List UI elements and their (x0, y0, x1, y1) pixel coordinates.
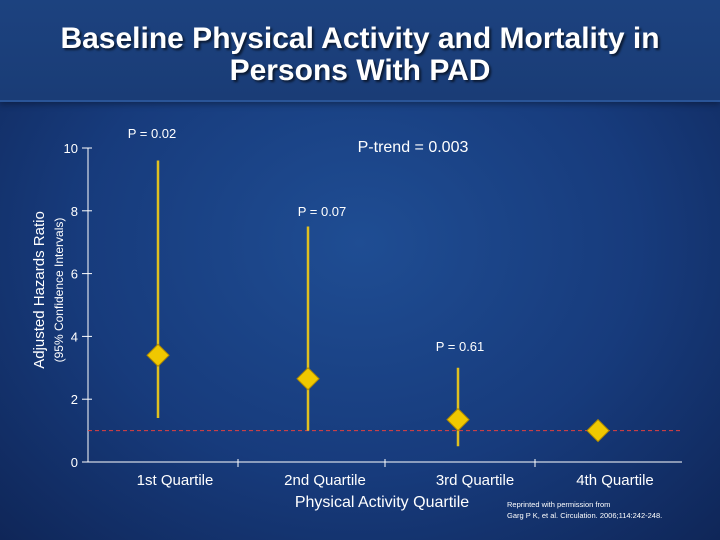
y-tick-label: 4 (71, 329, 78, 344)
x-category-label: 2nd Quartile (284, 472, 366, 489)
p-value-label: P = 0.02 (128, 126, 177, 141)
p-trend-annotation: P-trend = 0.003 (358, 139, 469, 156)
hazard-ratio-marker (296, 367, 320, 391)
y-tick-label: 2 (71, 392, 78, 407)
x-category-label: 3rd Quartile (436, 472, 514, 489)
title-band: Baseline Physical Activity and Mortality… (0, 0, 720, 102)
slide-title-line-1: Baseline Physical Activity and Mortality… (60, 22, 660, 55)
p-value-label: P = 0.61 (436, 339, 485, 354)
reprint-credit-line-2: Garg P K, et al. Circulation. 2006;114:2… (507, 511, 662, 520)
slide-title-line-2: Persons With PAD (229, 54, 491, 87)
x-category-label: 1st Quartile (137, 472, 214, 489)
y-tick-label: 0 (71, 455, 78, 470)
x-axis-label: Physical Activity Quartile (295, 494, 469, 511)
hazard-ratio-marker (146, 343, 170, 367)
y-tick-label: 10 (64, 141, 78, 156)
y-tick-label: 8 (71, 204, 78, 219)
data-points: P = 0.02 P = 0.07 P = 0.61 (128, 126, 610, 447)
x-category-label: 4th Quartile (576, 472, 654, 489)
y-axis-label: Adjusted Hazards Ratio (31, 211, 48, 369)
hazard-ratio-marker (586, 418, 610, 443)
hazard-ratio-marker (446, 407, 470, 432)
p-value-label: P = 0.07 (298, 204, 347, 219)
y-axis-sublabel: (95% Confidence Intervals) (52, 218, 66, 363)
y-tick-label: 6 (71, 267, 78, 282)
axes: 0 2 4 6 8 10 1st Quartile 2nd Quartile 3rd Quart… (64, 141, 682, 489)
reprint-credit-line-1: Reprinted with permission from (507, 500, 610, 509)
